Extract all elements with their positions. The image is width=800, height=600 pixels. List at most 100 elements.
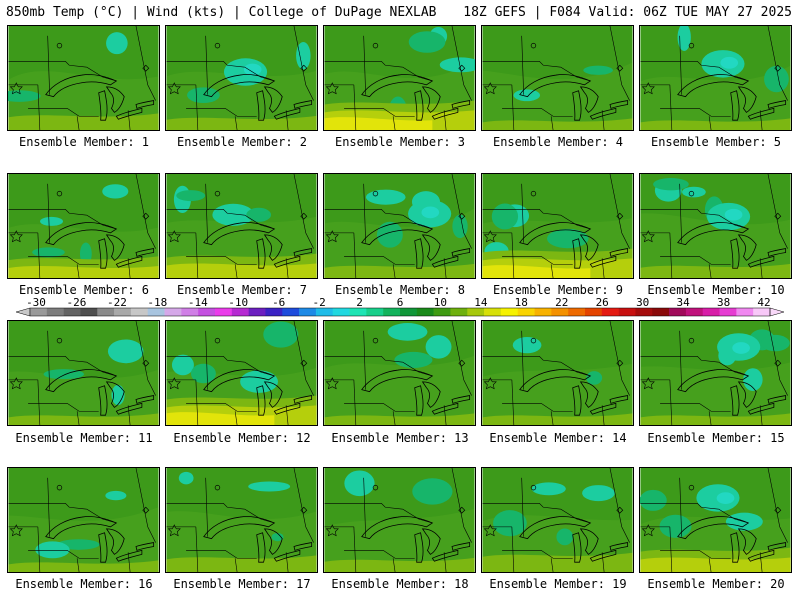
border-line — [324, 356, 403, 363]
colorbar-tick-label: 14 — [474, 296, 488, 309]
temp-field-region — [166, 511, 317, 572]
border-line — [443, 552, 447, 572]
cape-marker — [616, 212, 624, 220]
lake-outline — [98, 90, 108, 121]
lake-outline — [105, 86, 125, 113]
ensemble-member-map — [7, 173, 160, 279]
ensemble-member-label: Ensemble Member: 3 — [334, 135, 466, 149]
lake-outline — [256, 385, 266, 416]
border-line — [324, 209, 403, 216]
colorbar-swatch — [585, 308, 603, 316]
lake-outline — [105, 234, 125, 261]
lake-outline — [135, 542, 155, 551]
border-line — [660, 550, 731, 559]
border-line — [37, 84, 41, 130]
lake-outline — [256, 238, 266, 269]
border-line — [353, 526, 357, 572]
lake-outline — [767, 100, 787, 109]
temp-field-region — [482, 62, 633, 130]
border-line — [601, 405, 605, 425]
border-line — [443, 258, 447, 278]
cape-marker — [458, 506, 466, 514]
border-line — [234, 558, 238, 572]
temp-field-cold-core — [421, 206, 440, 219]
border-line — [502, 256, 573, 265]
temp-field-cool — [387, 323, 428, 341]
colorbar-swatch — [130, 308, 149, 316]
city-marker — [688, 337, 695, 344]
border-line — [47, 477, 50, 537]
colorbar-swatch — [63, 308, 81, 316]
colorbar-tick-label: -30 — [26, 296, 46, 309]
border-line — [8, 61, 87, 68]
border-line — [402, 214, 433, 230]
border-line — [708, 264, 712, 278]
temp-field-warmer — [8, 266, 159, 278]
border-line — [482, 503, 561, 510]
temp-field-warm — [482, 552, 633, 572]
border-line — [285, 405, 289, 425]
colorbar-tick-label: 26 — [596, 296, 609, 309]
colorbar-swatch — [349, 308, 367, 316]
ensemble-member-map — [165, 467, 318, 573]
lake-outline — [519, 369, 592, 393]
border-line — [285, 258, 289, 278]
star-marker — [9, 230, 23, 243]
city-marker — [56, 484, 63, 491]
lake-outline — [589, 402, 617, 415]
border-line — [353, 379, 357, 425]
border-line — [718, 508, 749, 524]
colorbar-tick-label: 34 — [676, 296, 690, 309]
border-line — [186, 550, 257, 559]
ensemble-member-map — [165, 25, 318, 131]
colorbar-tick-label: 38 — [717, 296, 730, 309]
colorbar-swatch — [383, 308, 401, 316]
temp-field-cool — [102, 184, 129, 199]
ensemble-member-label: Ensemble Member: 2 — [176, 135, 308, 149]
star-marker — [167, 524, 181, 537]
lake-outline — [767, 395, 787, 404]
city-marker — [530, 190, 537, 197]
temp-field-cold-core — [243, 63, 262, 76]
colorbar-swatch — [702, 308, 720, 316]
colorbar-swatch — [416, 308, 434, 316]
temp-field-warm — [640, 413, 791, 425]
colorbar-swatch — [114, 308, 132, 316]
colorbar-swatch — [147, 308, 165, 316]
temp-field-cool — [439, 57, 475, 73]
lake-outline — [747, 549, 775, 562]
colorbar-swatch — [299, 308, 317, 316]
temp-field-cool — [107, 339, 144, 364]
temp-field-cool — [106, 32, 128, 55]
ensemble-member-map — [7, 25, 160, 131]
city-marker — [214, 42, 221, 49]
temp-field-warm — [8, 413, 159, 425]
chart-title: 850mb Temp (°C) | Wind (kts) | College o… — [6, 5, 437, 20]
temp-field-warm — [324, 413, 475, 425]
temp-field-warm — [324, 557, 475, 572]
border-line — [195, 232, 199, 278]
lake-outline — [767, 248, 787, 257]
border-line — [285, 552, 289, 572]
temp-field-cool — [171, 354, 194, 376]
temp-field-cool — [32, 247, 65, 258]
city-marker — [688, 190, 695, 197]
lake-outline — [519, 222, 592, 246]
city-marker — [372, 484, 379, 491]
star-marker — [325, 82, 339, 95]
ensemble-member-map — [323, 173, 476, 279]
border-line — [344, 256, 415, 265]
star-marker — [325, 524, 339, 537]
lake-outline — [431, 107, 459, 120]
border-line — [392, 116, 396, 130]
border-line — [679, 477, 682, 537]
lake-outline — [431, 402, 459, 415]
lake-outline — [293, 248, 313, 257]
border-line — [363, 330, 366, 390]
lake-outline — [572, 90, 582, 121]
colorbar-tick-label: 22 — [555, 296, 568, 309]
temp-field-cool — [547, 228, 589, 249]
border-line — [205, 183, 208, 243]
border-line — [244, 66, 275, 82]
temp-field-cool — [512, 336, 542, 354]
